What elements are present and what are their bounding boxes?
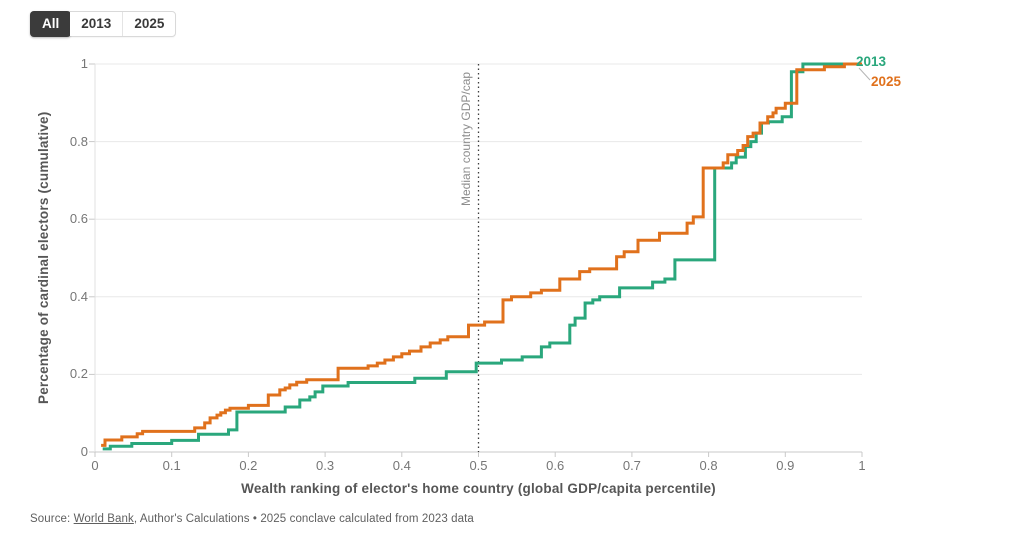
- series-label-2013: 2013: [856, 54, 887, 69]
- source-link-world-bank[interactable]: World Bank: [73, 513, 134, 525]
- x-tick-label: 0.2: [239, 458, 258, 473]
- y-axis-title: Percentage of cardinal electors (cumulat…: [36, 111, 51, 405]
- x-tick-label: 0.6: [546, 458, 565, 473]
- source-prefix: Source:: [30, 513, 74, 525]
- source-attribution: Source: World Bank, Author's Calculation…: [30, 513, 474, 525]
- tab-2013[interactable]: 2013: [70, 12, 124, 36]
- tab-all[interactable]: All: [30, 11, 72, 37]
- x-tick-label: 0.1: [162, 458, 181, 473]
- x-tick-label: 1: [858, 458, 866, 473]
- median-annotation-label: Median country GDP/cap: [459, 71, 473, 206]
- x-tick-label: 0: [91, 458, 99, 473]
- y-tick-label: 0.6: [69, 211, 88, 227]
- series-label-2025: 2025: [871, 74, 902, 89]
- series-line-2013: [102, 62, 862, 451]
- x-tick-label: 0.5: [469, 458, 488, 473]
- x-axis-title: Wealth ranking of elector's home country…: [241, 481, 716, 496]
- y-tick-label: 0.2: [69, 366, 88, 382]
- tab-2025[interactable]: 2025: [123, 12, 176, 36]
- x-tick-label: 0.8: [699, 458, 718, 473]
- y-tick-label: 0: [80, 444, 88, 459]
- y-tick-label: 0.4: [69, 288, 88, 304]
- year-filter-tabs: All 2013 2025: [30, 11, 177, 37]
- x-tick-label: 0.9: [776, 458, 795, 473]
- x-tick-label: 0.4: [392, 458, 411, 473]
- source-suffix: , Author's Calculations • 2025 conclave …: [133, 513, 474, 525]
- x-tick-label: 0.3: [316, 458, 335, 473]
- x-tick-label: 0.7: [622, 458, 641, 473]
- y-tick-label: 1: [80, 56, 88, 71]
- label-connector-line: [858, 67, 871, 81]
- series-line-2025: [101, 62, 862, 447]
- y-tick-label: 0.8: [69, 133, 88, 149]
